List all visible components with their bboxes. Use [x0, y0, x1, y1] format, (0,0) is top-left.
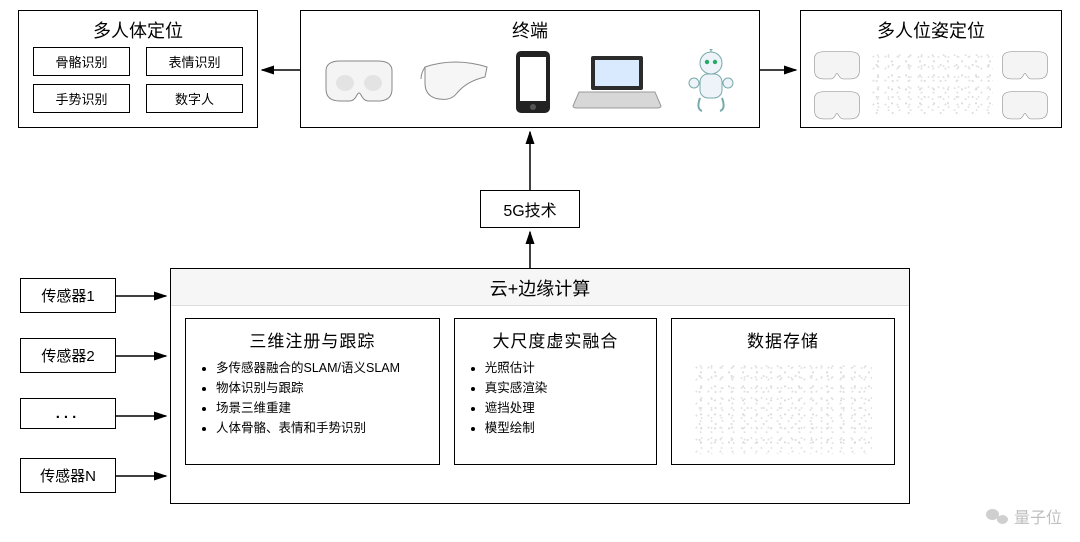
node-multiperson-body-localization: 多人体定位 骨骼识别 表情识别 手势识别 数字人: [18, 10, 258, 128]
watermark: 量子位: [986, 504, 1062, 528]
node-title: 多人位姿定位: [801, 11, 1061, 47]
laptop-icon: [571, 52, 663, 112]
node-title: 多人体定位: [19, 11, 257, 47]
tag-digitalhuman: 数字人: [146, 84, 243, 113]
panel-title: 三维注册与跟踪: [194, 325, 431, 358]
vr-headset-icon: [320, 57, 398, 107]
vr-headset-icon: [809, 89, 865, 123]
bullet: 多传感器融合的SLAM/语义SLAM: [216, 358, 431, 378]
panel-title: 数据存储: [680, 325, 886, 358]
pointcloud-icon: [694, 364, 872, 454]
node-sensor-2: 传感器2: [20, 338, 116, 373]
wechat-icon: [986, 507, 1008, 525]
bullet: 模型绘制: [485, 418, 648, 438]
smartphone-icon: [513, 49, 553, 115]
node-5g: 5G技术: [480, 190, 580, 228]
bullet: 人体骨骼、表情和手势识别: [216, 418, 431, 438]
watermark-text: 量子位: [1014, 504, 1062, 528]
bullet: 遮挡处理: [485, 398, 648, 418]
tag-skeleton: 骨骼识别: [33, 47, 130, 76]
panel-data-storage: 数据存储: [671, 318, 895, 465]
sensor-label: 传感器1: [41, 288, 94, 305]
node-sensor-1: 传感器1: [20, 278, 116, 313]
node-sensor-ellipsis: ...: [20, 398, 116, 429]
ar-glasses-icon: [417, 59, 495, 105]
node-cloud-edge: 云+边缘计算 三维注册与跟踪 多传感器融合的SLAM/语义SLAM 物体识别与跟…: [170, 268, 910, 504]
node-title: 云+边缘计算: [171, 269, 909, 306]
tag-gesture: 手势识别: [33, 84, 130, 113]
tag-expression: 表情识别: [146, 47, 243, 76]
vr-headset-icon: [997, 49, 1053, 83]
vr-headset-icon: [809, 49, 865, 83]
bullet: 光照估计: [485, 358, 648, 378]
panel-3d-registration-tracking: 三维注册与跟踪 多传感器融合的SLAM/语义SLAM 物体识别与跟踪 场景三维重…: [185, 318, 440, 465]
robot-icon: [682, 49, 740, 115]
vr-headset-icon: [997, 89, 1053, 123]
panel-large-scale-fusion: 大尺度虚实融合 光照估计 真实感渲染 遮挡处理 模型绘制: [454, 318, 657, 465]
node-sensor-n: 传感器N: [20, 458, 116, 493]
bullet: 物体识别与跟踪: [216, 378, 431, 398]
bullet: 场景三维重建: [216, 398, 431, 418]
pointcloud-icon: [871, 53, 993, 115]
sensor-label: ...: [56, 405, 81, 422]
node-multiperson-pose-localization: 多人位姿定位: [800, 10, 1062, 128]
bullet: 真实感渲染: [485, 378, 648, 398]
node-title: 终端: [301, 11, 759, 47]
panel-title: 大尺度虚实融合: [463, 325, 648, 358]
node-label: 5G技术: [503, 197, 556, 221]
sensor-label: 传感器2: [41, 348, 94, 365]
node-terminal: 终端: [300, 10, 760, 128]
sensor-label: 传感器N: [40, 468, 96, 485]
